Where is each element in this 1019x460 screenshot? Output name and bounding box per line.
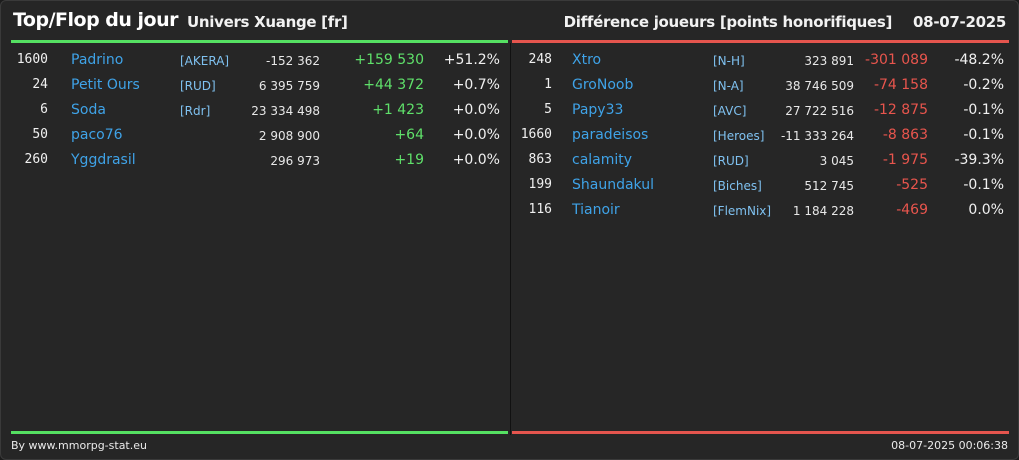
points-difference: -8 863 bbox=[882, 127, 928, 143]
points-difference: -12 875 bbox=[873, 102, 928, 118]
player-rank: 1660 bbox=[520, 127, 552, 142]
player-name-link[interactable]: Xtro bbox=[572, 52, 602, 68]
flop-footer-bar bbox=[512, 431, 1009, 434]
player-points: 27 722 516 bbox=[785, 104, 854, 118]
player-rank: 50 bbox=[32, 127, 48, 142]
flop-row: 5 Papy33 [AVC] 27 722 516 -12 875 -0.1% bbox=[511, 99, 1019, 124]
alliance-tag: [AVC] bbox=[713, 104, 747, 118]
points-difference: +1 423 bbox=[372, 102, 424, 118]
alliance-tag: [N-H] bbox=[713, 54, 745, 68]
flop-players-panel: 248 Xtro [N-H] 323 891 -301 089 -48.2% 1 GroNoo… bbox=[511, 49, 1019, 224]
header: Top/Flop du jour Univers Xuange [fr] Dif… bbox=[11, 7, 1008, 37]
top-footer-bar bbox=[11, 431, 508, 434]
flop-row: 863 calamity [RUD] 3 045 -1 975 -39.3% bbox=[511, 149, 1019, 174]
player-points: 1 184 228 bbox=[792, 204, 854, 218]
player-points: 38 746 509 bbox=[785, 79, 854, 93]
percent-change: +0.7% bbox=[452, 77, 500, 93]
points-difference: -74 158 bbox=[873, 77, 928, 93]
player-name-link[interactable]: calamity bbox=[572, 152, 633, 168]
player-name-link[interactable]: paradeisos bbox=[572, 127, 649, 143]
player-points: 23 334 498 bbox=[251, 104, 320, 118]
credit-link[interactable]: By www.mmorpg-stat.eu bbox=[11, 439, 147, 452]
header-date: 08-07-2025 bbox=[913, 13, 1006, 31]
player-points: 3 045 bbox=[819, 154, 854, 168]
alliance-tag: [RUD] bbox=[180, 79, 216, 93]
metric-label: Différence joueurs [points honorifiques] bbox=[563, 13, 893, 31]
alliance-tag: [N-A] bbox=[713, 79, 744, 93]
player-points: 512 745 bbox=[804, 179, 854, 193]
panel-divider bbox=[510, 43, 511, 435]
alliance-tag: [AKERA] bbox=[180, 54, 230, 68]
player-name-link[interactable]: paco76 bbox=[71, 127, 123, 143]
player-points: -152 362 bbox=[266, 54, 320, 68]
player-rank: 24 bbox=[32, 77, 48, 92]
points-difference: -1 975 bbox=[882, 152, 928, 168]
points-difference: -469 bbox=[896, 202, 928, 218]
percent-change: +0.0% bbox=[452, 102, 500, 118]
universe-label: Univers Xuange [fr] bbox=[187, 13, 348, 31]
player-name-link[interactable]: GroNoob bbox=[572, 77, 634, 93]
alliance-tag: [FlemNix] bbox=[713, 204, 772, 218]
percent-change: +0.0% bbox=[452, 152, 500, 168]
percent-change: -0.1% bbox=[963, 177, 1004, 193]
player-name-link[interactable]: Petit Ours bbox=[71, 77, 140, 93]
player-points: -11 333 264 bbox=[780, 129, 854, 143]
top-row: 50 paco76 2 908 900 +64 +0.0% bbox=[1, 124, 509, 149]
player-points: 2 908 900 bbox=[258, 129, 320, 143]
percent-change: -0.1% bbox=[963, 127, 1004, 143]
player-name-link[interactable]: Tianoir bbox=[572, 202, 620, 218]
top-row: 1600 Padrino [AKERA] -152 362 +159 530 +51.2% bbox=[1, 49, 509, 74]
points-difference: +19 bbox=[394, 152, 424, 168]
flop-accent-bar bbox=[512, 40, 1009, 43]
points-difference: +64 bbox=[394, 127, 424, 143]
flop-row: 248 Xtro [N-H] 323 891 -301 089 -48.2% bbox=[511, 49, 1019, 74]
player-name-link[interactable]: Yggdrasil bbox=[71, 152, 136, 168]
top-row: 260 Yggdrasil 296 973 +19 +0.0% bbox=[1, 149, 509, 174]
flop-row: 1 GroNoob [N-A] 38 746 509 -74 158 -0.2% bbox=[511, 74, 1019, 99]
points-difference: +159 530 bbox=[354, 52, 424, 68]
percent-change: -0.1% bbox=[963, 102, 1004, 118]
points-difference: -301 089 bbox=[865, 52, 928, 68]
player-name-link[interactable]: Shaundakul bbox=[572, 177, 654, 193]
player-points: 323 891 bbox=[804, 54, 854, 68]
percent-change: 0.0% bbox=[968, 202, 1004, 218]
points-difference: -525 bbox=[896, 177, 928, 193]
player-rank: 6 bbox=[40, 102, 48, 117]
player-rank: 248 bbox=[528, 52, 552, 67]
top-accent-bar bbox=[11, 40, 508, 43]
player-rank: 5 bbox=[544, 102, 552, 117]
player-points: 6 395 759 bbox=[258, 79, 320, 93]
player-name-link[interactable]: Padrino bbox=[71, 52, 124, 68]
top-players-panel: 1600 Padrino [AKERA] -152 362 +159 530 +51.2%… bbox=[1, 49, 509, 174]
player-rank: 1 bbox=[544, 77, 552, 92]
percent-change: -0.2% bbox=[963, 77, 1004, 93]
flop-row: 1660 paradeisos [Heroes] -11 333 264 -8 863 -… bbox=[511, 124, 1019, 149]
points-difference: +44 372 bbox=[363, 77, 424, 93]
alliance-tag: [Biches] bbox=[713, 179, 762, 193]
player-name-link[interactable]: Papy33 bbox=[572, 102, 624, 118]
percent-change: -48.2% bbox=[954, 52, 1004, 68]
generated-timestamp: 08-07-2025 00:06:38 bbox=[891, 439, 1008, 452]
player-rank: 116 bbox=[528, 202, 552, 217]
player-rank: 1600 bbox=[16, 52, 48, 67]
alliance-tag: [Heroes] bbox=[713, 129, 765, 143]
top-row: 6 Soda [Rdr] 23 334 498 +1 423 +0.0% bbox=[1, 99, 509, 124]
player-points: 296 973 bbox=[270, 154, 320, 168]
flop-row: 199 Shaundakul [Biches] 512 745 -525 -0.1% bbox=[511, 174, 1019, 199]
flop-row: 116 Tianoir [FlemNix] 1 184 228 -469 0.0% bbox=[511, 199, 1019, 224]
alliance-tag: [Rdr] bbox=[180, 104, 211, 118]
page-title: Top/Flop du jour bbox=[13, 9, 179, 31]
player-rank: 199 bbox=[528, 177, 552, 192]
alliance-tag: [RUD] bbox=[713, 154, 749, 168]
metric-header: Différence joueurs [points honorifiques]… bbox=[563, 13, 1007, 31]
percent-change: +0.0% bbox=[452, 127, 500, 143]
top-row: 24 Petit Ours [RUD] 6 395 759 +44 372 +0.7% bbox=[1, 74, 509, 99]
percent-change: +51.2% bbox=[443, 52, 500, 68]
player-rank: 863 bbox=[528, 152, 552, 167]
percent-change: -39.3% bbox=[954, 152, 1004, 168]
player-rank: 260 bbox=[24, 152, 48, 167]
player-name-link[interactable]: Soda bbox=[71, 102, 106, 118]
